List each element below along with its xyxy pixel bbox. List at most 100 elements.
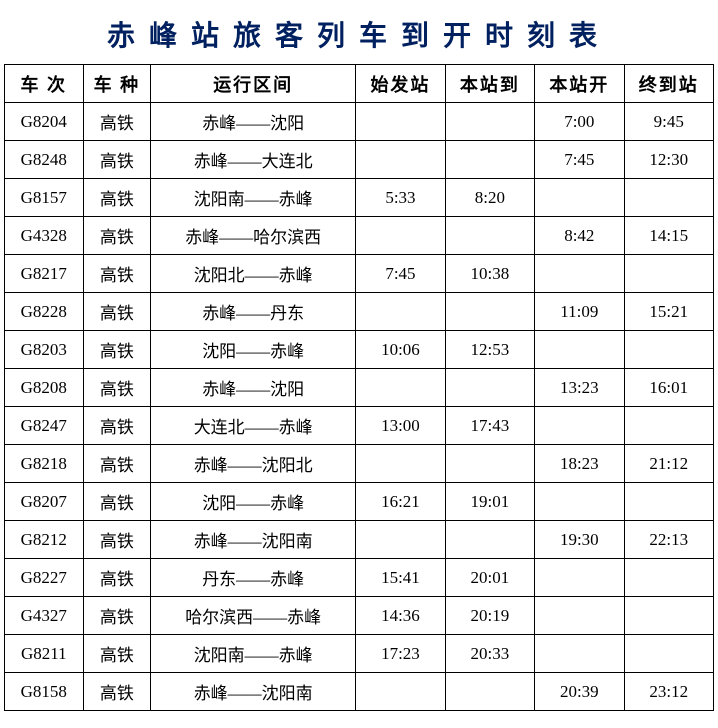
cell-train-type: 高铁 [83,445,151,483]
cell-origin-depart [356,521,445,559]
cell-train-no: G8228 [5,293,84,331]
cell-depart-here: 13:23 [535,369,624,407]
cell-depart-here: 8:42 [535,217,624,255]
cell-terminal: 21:12 [624,445,713,483]
cell-terminal: 16:01 [624,369,713,407]
cell-train-type: 高铁 [83,179,151,217]
table-row: G8158高铁赤峰——沈阳南20:3923:12 [5,673,714,711]
header-depart-here: 本站开 [535,65,624,103]
cell-route: 丹东——赤峰 [151,559,356,597]
cell-train-no: G8248 [5,141,84,179]
cell-terminal [624,179,713,217]
cell-route: 赤峰——大连北 [151,141,356,179]
timetable-container: 赤峰站旅客列车到开时刻表 车 次 车 种 运行区间 始发站 本站到 本站开 终到… [0,0,718,719]
cell-arrive-here [445,445,534,483]
cell-depart-here: 19:30 [535,521,624,559]
table-row: G4328高铁赤峰——哈尔滨西8:4214:15 [5,217,714,255]
cell-train-type: 高铁 [83,331,151,369]
cell-train-type: 高铁 [83,103,151,141]
header-terminal: 终到站 [624,65,713,103]
cell-route: 沈阳南——赤峰 [151,179,356,217]
cell-origin-depart: 16:21 [356,483,445,521]
cell-origin-depart [356,673,445,711]
cell-train-no: G8207 [5,483,84,521]
table-row: G8203高铁沈阳——赤峰10:0612:53 [5,331,714,369]
cell-depart-here [535,559,624,597]
table-row: G8247高铁大连北——赤峰13:0017:43 [5,407,714,445]
cell-origin-depart [356,217,445,255]
table-row: G8227高铁丹东——赤峰15:4120:01 [5,559,714,597]
cell-depart-here [535,331,624,369]
header-row: 车 次 车 种 运行区间 始发站 本站到 本站开 终到站 [5,65,714,103]
table-row: G8248高铁赤峰——大连北7:4512:30 [5,141,714,179]
cell-train-type: 高铁 [83,255,151,293]
table-row: G8208高铁赤峰——沈阳13:2316:01 [5,369,714,407]
header-route: 运行区间 [151,65,356,103]
cell-terminal [624,483,713,521]
cell-arrive-here [445,141,534,179]
cell-train-no: G8247 [5,407,84,445]
header-origin-depart: 始发站 [356,65,445,103]
cell-route: 赤峰——沈阳南 [151,673,356,711]
cell-route: 赤峰——沈阳 [151,103,356,141]
cell-terminal [624,255,713,293]
cell-arrive-here: 20:33 [445,635,534,673]
header-arrive-here: 本站到 [445,65,534,103]
header-train-no: 车 次 [5,65,84,103]
cell-train-type: 高铁 [83,597,151,635]
cell-arrive-here [445,369,534,407]
cell-arrive-here: 20:01 [445,559,534,597]
cell-depart-here: 11:09 [535,293,624,331]
cell-depart-here [535,635,624,673]
table-row: G8218高铁赤峰——沈阳北18:2321:12 [5,445,714,483]
cell-route: 沈阳——赤峰 [151,331,356,369]
cell-arrive-here: 17:43 [445,407,534,445]
cell-route: 哈尔滨西——赤峰 [151,597,356,635]
cell-arrive-here: 12:53 [445,331,534,369]
cell-train-type: 高铁 [83,559,151,597]
header-train-type: 车 种 [83,65,151,103]
page-title: 赤峰站旅客列车到开时刻表 [4,8,714,64]
cell-route: 赤峰——沈阳 [151,369,356,407]
cell-depart-here [535,255,624,293]
cell-train-no: G4327 [5,597,84,635]
cell-origin-depart [356,445,445,483]
cell-train-type: 高铁 [83,217,151,255]
cell-terminal: 22:13 [624,521,713,559]
cell-route: 赤峰——哈尔滨西 [151,217,356,255]
cell-terminal: 9:45 [624,103,713,141]
cell-arrive-here: 19:01 [445,483,534,521]
table-row: G8212高铁赤峰——沈阳南 19:3022:13 [5,521,714,559]
cell-train-type: 高铁 [83,369,151,407]
cell-origin-depart [356,369,445,407]
cell-arrive-here [445,521,534,559]
cell-depart-here: 20:39 [535,673,624,711]
cell-train-no: G8218 [5,445,84,483]
cell-terminal [624,597,713,635]
cell-train-no: G8203 [5,331,84,369]
cell-route: 大连北——赤峰 [151,407,356,445]
cell-arrive-here [445,293,534,331]
cell-origin-depart: 13:00 [356,407,445,445]
cell-terminal: 15:21 [624,293,713,331]
cell-origin-depart: 15:41 [356,559,445,597]
timetable: 车 次 车 种 运行区间 始发站 本站到 本站开 终到站 G8204高铁赤峰——… [4,64,714,711]
table-row: G8207高铁沈阳——赤峰16:2119:01 [5,483,714,521]
cell-train-type: 高铁 [83,521,151,559]
cell-route: 赤峰——沈阳南 [151,521,356,559]
cell-train-no: G8212 [5,521,84,559]
cell-train-type: 高铁 [83,141,151,179]
cell-train-no: G8227 [5,559,84,597]
cell-train-no: G4328 [5,217,84,255]
cell-origin-depart [356,141,445,179]
cell-terminal [624,331,713,369]
cell-train-type: 高铁 [83,483,151,521]
cell-arrive-here: 10:38 [445,255,534,293]
cell-terminal [624,559,713,597]
cell-depart-here [535,179,624,217]
cell-train-no: G8217 [5,255,84,293]
cell-origin-depart: 10:06 [356,331,445,369]
cell-depart-here [535,407,624,445]
cell-origin-depart [356,103,445,141]
cell-origin-depart [356,293,445,331]
